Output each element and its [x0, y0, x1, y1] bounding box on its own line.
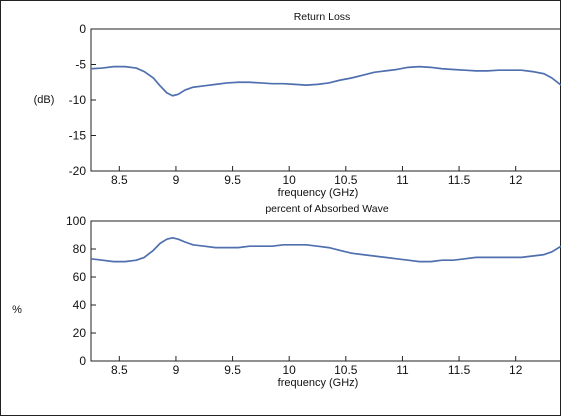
x-tick-label: 10 — [283, 363, 297, 377]
y-tick-label: 0 — [79, 354, 86, 368]
y-tick-label: -10 — [69, 93, 87, 107]
y-tick-label: 80 — [73, 242, 87, 256]
x-tick-label: 9 — [173, 173, 180, 187]
y-axis-label: % — [12, 304, 22, 316]
x-tick-label: 11 — [396, 363, 409, 377]
y-tick-label: 60 — [73, 270, 87, 284]
y-tick-label: -20 — [69, 164, 87, 178]
x-tick-label: 11.5 — [448, 173, 471, 187]
y-tick-label: 40 — [73, 298, 87, 312]
x-tick-label: 12 — [509, 173, 523, 187]
x-tick-label: 11.5 — [448, 363, 471, 377]
x-tick-label: 9.5 — [224, 173, 241, 187]
x-axis-label: frequency (GHz) — [278, 377, 359, 389]
absorbed-wave-chart: percent of Absorbed Wave 8.5 9 9.5 10 10.5 11… — [12, 203, 561, 389]
return-loss-chart: Return Loss 8.5 9 9.5 10 10.5 11 11.5 12 0 -5 -10… — [34, 11, 561, 199]
y-axis-label: (dB) — [34, 94, 55, 106]
y-tick-label: -5 — [75, 58, 86, 72]
x-tick-label: 10 — [283, 173, 297, 187]
plot-area-frame — [90, 220, 561, 362]
x-tick-label: 9.5 — [224, 363, 241, 377]
absorbed-wave-series-line — [90, 236, 561, 263]
x-tick-label: 10.5 — [334, 363, 358, 377]
chart-title: percent of Absorbed Wave — [265, 203, 389, 215]
x-tick-label: 8.5 — [111, 173, 128, 187]
y-tick-label: -15 — [69, 129, 87, 143]
x-tick-label: 8.5 — [111, 363, 128, 377]
y-tick-label: 100 — [66, 214, 86, 228]
x-tick-label: 12 — [509, 363, 523, 377]
y-tick-label: 20 — [73, 326, 87, 340]
y-tick-label: 0 — [79, 22, 86, 36]
x-tick-label: 10.5 — [334, 173, 358, 187]
return-loss-series-line — [90, 65, 561, 97]
chart-title: Return Loss — [294, 11, 351, 23]
x-tick-label: 11 — [396, 173, 409, 187]
x-axis-label: frequency (GHz) — [278, 187, 359, 199]
x-tick-label: 9 — [173, 363, 180, 377]
